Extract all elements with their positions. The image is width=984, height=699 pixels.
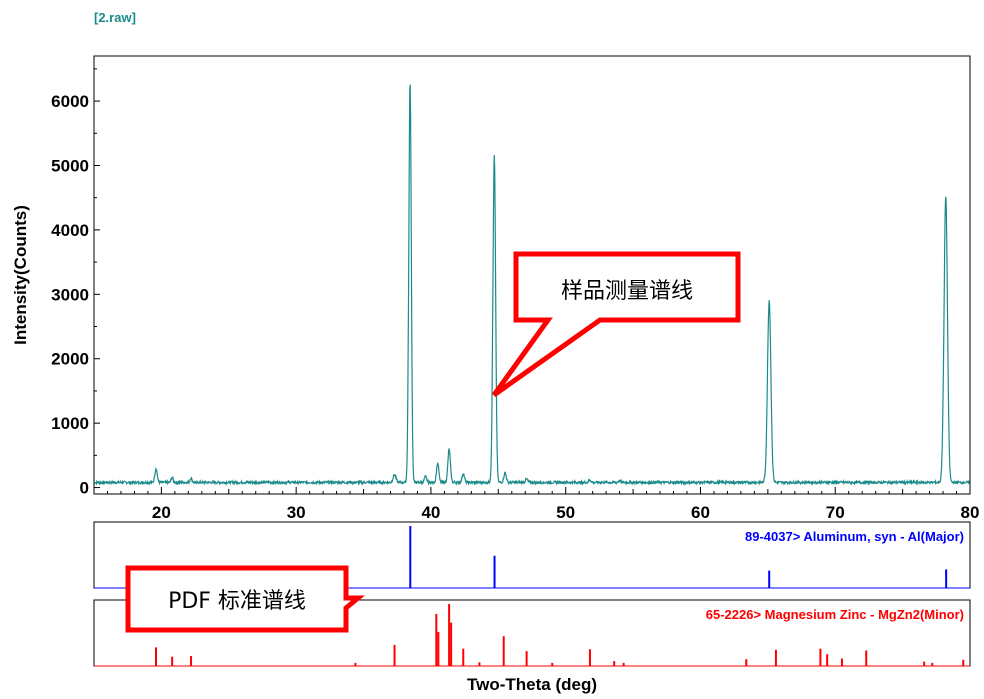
ref-sticks-mgzn2 — [154, 604, 965, 666]
y-tick-label: 5000 — [51, 157, 89, 176]
pdf-callout-box — [125, 565, 365, 633]
sample-callout-box — [491, 251, 741, 398]
x-tick-label: 50 — [556, 503, 575, 522]
y-tick-label: 1000 — [51, 414, 89, 433]
x-tick-label: 20 — [152, 503, 171, 522]
y-tick-label: 4000 — [51, 221, 89, 240]
x-tick-label: 60 — [691, 503, 710, 522]
y-tick-label: 2000 — [51, 350, 89, 369]
pdf-callout-text: PDF 标准谱线 — [168, 589, 306, 614]
x-tick-label: 80 — [961, 503, 980, 522]
x-tick-label: 30 — [287, 503, 306, 522]
y-tick-label: 6000 — [51, 92, 89, 111]
y-axis-title: Intensity(Counts) — [11, 205, 30, 345]
y-tick-label: 0 — [80, 479, 89, 498]
measured-pattern-line — [93, 84, 970, 487]
x-axis-ticks: 20 30 40 50 60 70 80 — [93, 487, 980, 522]
y-tick-label: 3000 — [51, 285, 89, 304]
ref-label-mgzn2: 65-2226> Magnesium Zinc - MgZn2(Minor) — [706, 607, 964, 622]
x-tick-label: 70 — [826, 503, 845, 522]
file-title: [2.raw] — [94, 10, 136, 25]
x-axis-title: Two-Theta (deg) — [467, 675, 597, 694]
sample-callout-text: 样品测量谱线 — [561, 279, 693, 304]
ref-label-aluminum: 89-4037> Aluminum, syn - Al(Major) — [745, 529, 964, 544]
y-axis-ticks: 0 1000 2000 3000 4000 5000 6000 — [51, 68, 100, 498]
main-plot-frame — [93, 55, 971, 495]
x-tick-label: 40 — [421, 503, 440, 522]
ref-sticks-aluminum — [409, 526, 948, 588]
measured-pattern — [93, 84, 970, 487]
